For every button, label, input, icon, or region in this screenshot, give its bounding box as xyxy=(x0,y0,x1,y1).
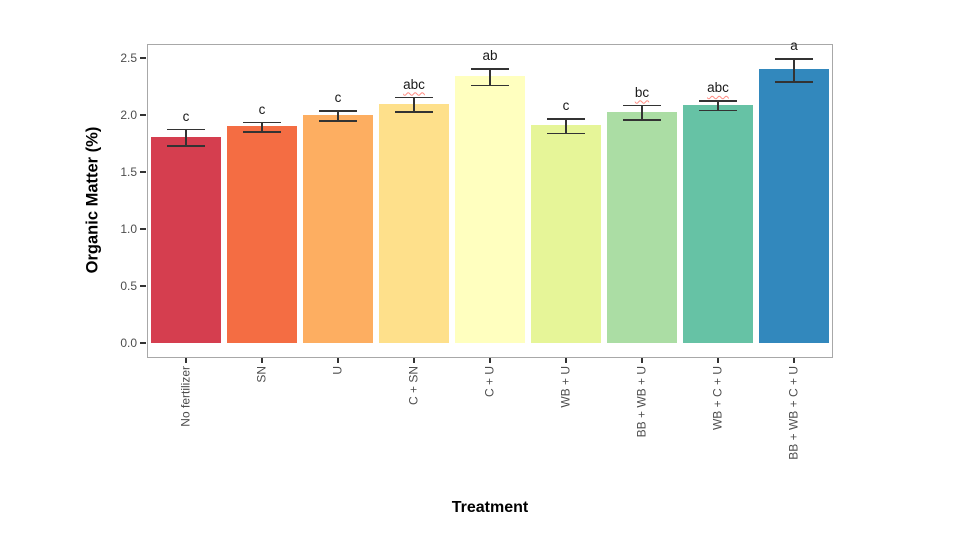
error-bar xyxy=(775,57,813,83)
error-bar-cap-bottom xyxy=(319,120,357,122)
y-axis-tick-label: 0.0 xyxy=(120,336,137,350)
x-axis-category-text: U xyxy=(330,366,345,375)
error-bar-cap-bottom xyxy=(775,81,813,83)
bar-slot: c xyxy=(148,44,224,343)
y-axis-tick-labels: 0.0 0.5 1.0 1.5 2.0 2.5 xyxy=(0,0,137,540)
x-axis-category-label: C + SN xyxy=(406,366,421,406)
x-axis-category-label: WB + U xyxy=(558,366,573,408)
bar xyxy=(683,104,753,343)
error-bar-cap-bottom xyxy=(243,131,281,134)
significance-letter: c xyxy=(258,101,266,117)
bar-slot: abc xyxy=(680,44,756,343)
y-axis-tick xyxy=(140,57,146,59)
error-bar-cap-bottom xyxy=(471,84,509,87)
bar-slot: ab xyxy=(452,44,528,343)
x-axis-tick xyxy=(413,358,415,363)
x-axis-tick xyxy=(489,358,491,363)
significance-letter: a xyxy=(790,37,798,53)
error-bar-vline xyxy=(489,68,491,87)
y-axis-tick-label: 1.0 xyxy=(120,222,137,236)
error-bar-vline xyxy=(337,110,339,122)
bar xyxy=(607,111,677,343)
y-axis-tick-label: 2.0 xyxy=(120,108,137,122)
y-axis-tick xyxy=(140,285,146,287)
bars-layer: c c c abc ab c bc abc a xyxy=(148,38,832,343)
error-bar xyxy=(319,110,357,122)
error-bar xyxy=(167,128,205,147)
x-axis-tick xyxy=(261,358,263,363)
bar xyxy=(379,103,449,343)
bar xyxy=(303,115,373,343)
error-bar-cap-bottom xyxy=(395,110,433,113)
error-bar xyxy=(623,104,661,121)
significance-letter: bc xyxy=(634,84,650,100)
y-axis-tick-label: 1.5 xyxy=(120,165,137,179)
y-axis-tick xyxy=(140,342,146,344)
x-axis-category-text: No fertilizer xyxy=(178,366,193,427)
significance-letter: c xyxy=(562,98,570,114)
x-axis-category-label: No fertilizer xyxy=(178,366,193,427)
x-axis-tick xyxy=(641,358,643,363)
y-axis-tick-label: 0.5 xyxy=(120,279,137,293)
significance-letter: c xyxy=(334,90,342,106)
significance-letter: ab xyxy=(482,48,498,64)
y-axis-tick xyxy=(140,228,146,230)
x-axis-category-label: C + U xyxy=(482,366,497,398)
x-axis-category-label: WB + C + U xyxy=(710,366,725,431)
x-axis-category-text: WB + C + U xyxy=(710,366,725,431)
bar xyxy=(531,125,601,343)
x-axis-tick xyxy=(565,358,567,363)
x-axis-category-label: SN xyxy=(254,366,269,383)
x-axis-tick xyxy=(185,358,187,363)
bar xyxy=(151,136,221,343)
error-bar-cap-bottom xyxy=(167,145,205,147)
x-axis-tick xyxy=(793,358,795,363)
y-axis-tick xyxy=(140,171,146,173)
bar xyxy=(227,126,297,343)
bar-slot: bc xyxy=(604,44,680,343)
error-bar-vline xyxy=(793,57,795,83)
error-bar-cap-bottom xyxy=(699,109,737,112)
bar xyxy=(759,69,829,343)
y-axis-tick xyxy=(140,114,146,116)
error-bar-vline xyxy=(413,96,415,113)
bar-slot: c xyxy=(528,44,604,343)
x-axis-tick xyxy=(717,358,719,363)
error-bar-cap-bottom xyxy=(623,118,661,121)
x-axis-category-text: C + SN xyxy=(406,366,421,406)
x-axis-category-text: SN xyxy=(254,366,269,383)
error-bar xyxy=(395,96,433,113)
significance-letter: abc xyxy=(403,76,425,92)
x-axis-category-label: BB + WB + U xyxy=(634,366,649,438)
error-bar xyxy=(699,100,737,112)
y-axis-tick-label: 2.5 xyxy=(120,51,137,65)
error-bar-vline xyxy=(565,118,567,135)
error-bar xyxy=(547,118,585,135)
x-axis-category-text: C + U xyxy=(482,366,497,398)
error-bar-vline xyxy=(717,100,719,112)
error-bar xyxy=(243,121,281,134)
significance-letter: c xyxy=(182,108,190,124)
y-axis-title: Organic Matter (%) xyxy=(83,126,102,274)
bar xyxy=(455,76,525,343)
error-bar-vline xyxy=(261,121,263,134)
bar-slot: c xyxy=(224,44,300,343)
x-axis-tick xyxy=(337,358,339,363)
x-axis-category-text: WB + U xyxy=(558,366,573,408)
bar-slot: abc xyxy=(376,44,452,343)
error-bar-vline xyxy=(185,128,187,147)
x-axis-category-label: BB + WB + C + U xyxy=(786,366,801,460)
significance-letter: abc xyxy=(707,80,729,96)
x-axis-category-label: U xyxy=(330,366,345,375)
x-axis-category-text: BB + WB + U xyxy=(634,366,649,438)
bar-slot: a xyxy=(756,38,832,343)
bar-slot: c xyxy=(300,44,376,343)
x-axis-title: Treatment xyxy=(451,499,529,516)
error-bar xyxy=(471,68,509,87)
error-bar-cap-bottom xyxy=(547,132,585,135)
error-bar-vline xyxy=(641,104,643,121)
x-axis-category-text: BB + WB + C + U xyxy=(786,366,801,460)
